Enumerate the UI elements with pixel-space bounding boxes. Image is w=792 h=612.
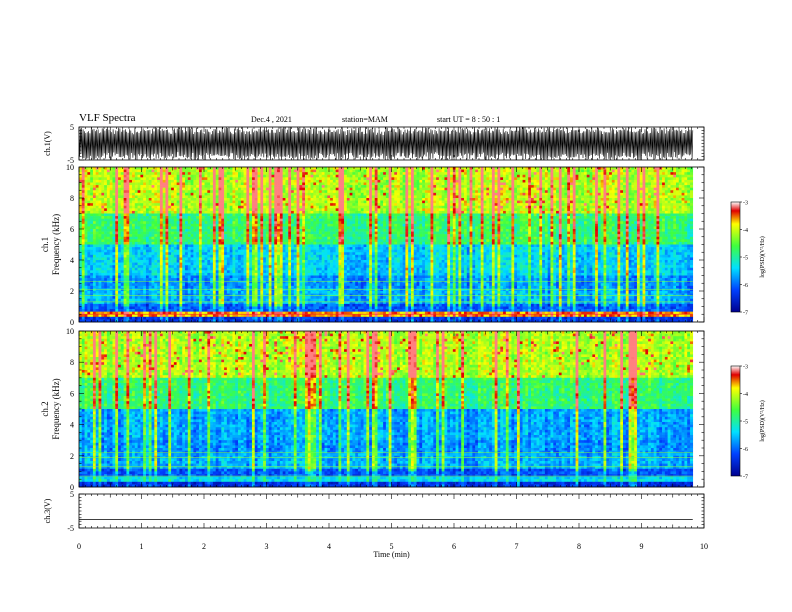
x-tick-label: 2 [202,542,206,551]
y-tick-label: 8 [70,358,74,367]
y-tick-label: 10 [66,163,74,172]
y-axis-label: ch.3(V) [43,498,52,523]
colorbar-ch2 [730,365,741,477]
y-tick-label: 4 [70,421,74,430]
y-tick-label: 6 [70,389,74,398]
y-axis-label: Frequency (kHz) [51,378,61,439]
x-tick-label: 4 [327,542,331,551]
y-tick-label: 4 [70,256,74,265]
colorbar-tick-label: -7 [743,475,748,481]
x-tick-label: 3 [265,542,269,551]
y-tick-label: 5 [70,123,74,132]
colorbar-label: log(PSD)(V²/Hz) [759,400,766,441]
colorbar-label: log(PSD)(V²/Hz) [759,236,766,277]
station-label: station=MAM [342,115,388,124]
x-axis-label: Time (min) [373,550,410,559]
y-tick-label: 2 [70,452,74,461]
ch2-spectrogram [79,331,694,488]
date-label: Dec.4 , 2021 [251,115,292,124]
panel-label: ch.1 [40,237,50,252]
x-tick-label: 6 [452,542,456,551]
x-tick-label: 5 [390,542,394,551]
y-tick-label: -5 [67,524,74,533]
y-tick-label: 8 [70,194,74,203]
y-axis-label: ch.1(V) [43,131,52,156]
x-tick-label: 8 [577,542,581,551]
colorbar-tick-label: -3 [743,201,748,207]
colorbar-tick-label: -5 [743,420,748,426]
colorbar-tick-label: -4 [743,228,748,234]
y-tick-label: 0 [70,483,74,492]
y-tick-label: -5 [67,156,74,165]
start-time-label: start UT = 8 : 50 : 1 [437,115,500,124]
x-tick-label: 10 [700,542,708,551]
y-tick-label: 0 [70,318,74,327]
x-tick-label: 0 [77,542,81,551]
y-tick-label: 10 [66,327,74,336]
colorbar-tick-label: -5 [743,256,748,262]
colorbar-tick-label: -3 [743,365,748,371]
y-tick-label: 6 [70,225,74,234]
colorbar-ch1 [730,201,741,313]
panel-frame-4 [78,493,705,529]
y-tick-label: 2 [70,287,74,296]
y-axis-label: Frequency (kHz) [51,214,61,275]
ch1-waveform-line [78,126,694,161]
y-tick-label: 5 [70,490,74,499]
x-tick-label: 7 [515,542,519,551]
colorbar-tick-label: -6 [743,447,748,453]
panel-label: ch.2 [40,401,50,416]
ch1-spectrogram [79,167,694,323]
colorbar-tick-label: -4 [743,392,748,398]
x-tick-label: 1 [140,542,144,551]
x-tick-label: 9 [640,542,644,551]
colorbar-tick-label: -6 [743,283,748,289]
colorbar-tick-label: -7 [743,311,748,317]
figure-title: VLF Spectra [79,112,136,124]
